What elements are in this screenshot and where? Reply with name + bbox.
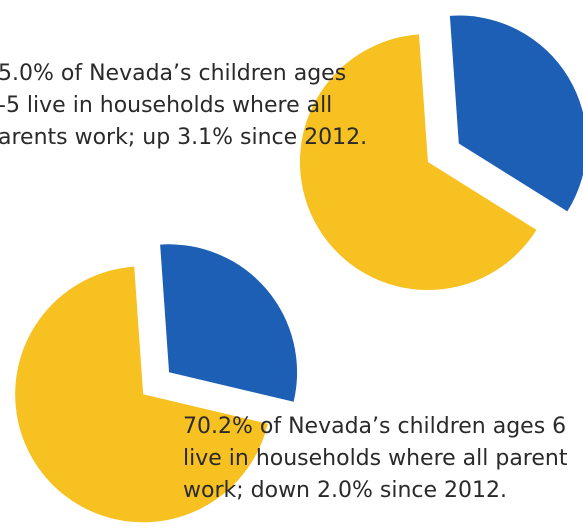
pie-2-caption-line: 70.2% of Nevada’s children ages 6 xyxy=(183,414,567,439)
pie-2-major-slice xyxy=(15,266,268,523)
pie-1-major-slice xyxy=(299,34,537,291)
pie-1-minor-slice xyxy=(449,15,583,212)
pie-1-caption-line: arents work; up 3.1% since 2012. xyxy=(0,125,368,150)
pie-2-caption-line: work; down 2.0% since 2012. xyxy=(183,478,508,503)
pie-1-caption: 5.0% of Nevada’s children ages -5 live i… xyxy=(0,58,367,154)
pie-chart-2 xyxy=(15,244,298,523)
pie-2-caption-line: live in households where all parent xyxy=(183,446,568,471)
pie-1-caption-line: 5.0% of Nevada’s children ages xyxy=(0,61,347,86)
pie-1-caption-line: -5 live in households where all xyxy=(0,93,333,118)
pie-chart-1 xyxy=(299,15,583,291)
pie-2-caption: 70.2% of Nevada’s children ages 6 live i… xyxy=(183,411,567,507)
pie-2-minor-slice xyxy=(160,244,298,402)
